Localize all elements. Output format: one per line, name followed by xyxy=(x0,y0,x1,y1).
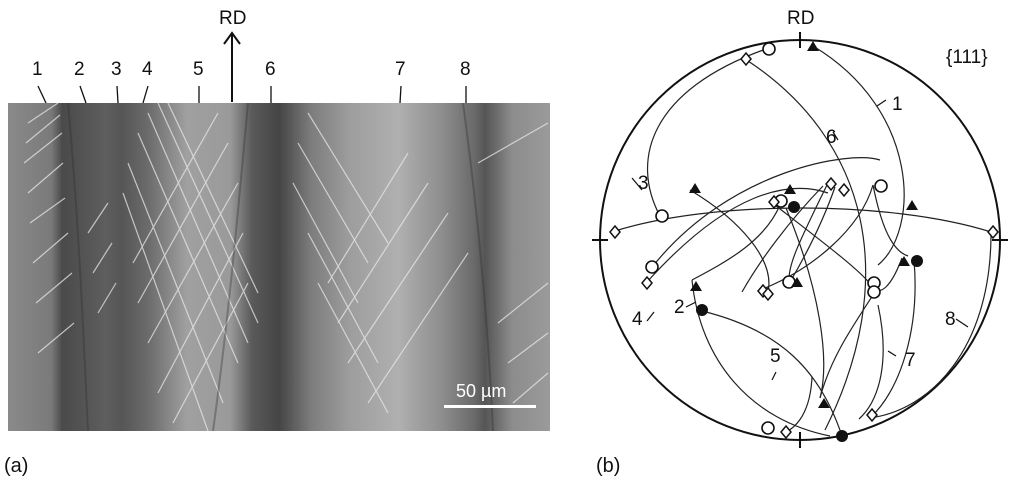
grain-label-a-6: 6 xyxy=(265,59,276,80)
grain-label-a-4: 4 xyxy=(142,59,153,80)
grain-label-a-2: 2 xyxy=(74,59,85,80)
panel-label-b: (b) xyxy=(596,455,621,477)
grain-label-b-5: 5 xyxy=(770,346,781,367)
grain-label-a-8: 8 xyxy=(460,59,471,80)
rd-label-a: RD xyxy=(219,8,247,29)
grain-label-a-3: 3 xyxy=(111,59,122,80)
grain-label-a-5: 5 xyxy=(193,59,204,80)
open-diamond-markers xyxy=(609,51,999,440)
open-circle-markers xyxy=(645,42,888,435)
filled-circle-markers xyxy=(696,201,923,442)
grain-label-b-2: 2 xyxy=(674,297,685,318)
panel-label-a: (a) xyxy=(4,455,29,477)
pole-figure-label: {111} xyxy=(946,47,988,68)
grain-label-b-7: 7 xyxy=(905,350,916,371)
pole-figure-circle xyxy=(599,39,1001,441)
grain-label-b-8: 8 xyxy=(945,309,956,330)
grain-leader-lines-b xyxy=(631,99,969,381)
rd-label-b: RD xyxy=(787,8,815,29)
scale-bar xyxy=(444,405,536,408)
rd-arrow-a xyxy=(223,31,241,102)
grain-label-b-3: 3 xyxy=(638,173,649,194)
grain-label-a-1: 1 xyxy=(32,59,43,80)
grain-leader-lines-a xyxy=(37,85,467,104)
grain-label-b-1: 1 xyxy=(892,94,903,115)
scale-bar-text: 50 µm xyxy=(456,381,507,401)
grain-label-b-4: 4 xyxy=(632,309,643,330)
pole-figure xyxy=(592,32,1008,448)
trace-arcs xyxy=(611,45,992,437)
sem-micrograph: 50 µm xyxy=(8,103,550,431)
grain-label-a-7: 7 xyxy=(395,59,406,80)
slip-band-texture xyxy=(23,103,549,431)
grain-label-b-6: 6 xyxy=(826,127,837,148)
filled-triangle-markers xyxy=(689,41,918,408)
